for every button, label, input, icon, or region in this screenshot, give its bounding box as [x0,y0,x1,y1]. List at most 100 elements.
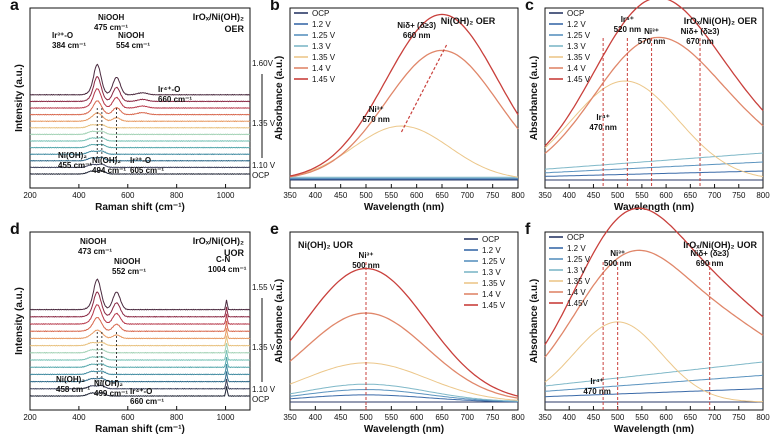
absorbance-spectrum [544,321,764,403]
x-tick-label: 1000 [217,413,235,422]
plot-frame [289,7,519,189]
potential-label: 1.60V [252,59,274,68]
absorbance-spectrum [289,312,519,399]
raman-spectrum [29,386,251,397]
panel-title: IrOₓ/Ni(OH)₂ [193,236,244,246]
x-axis-label: Raman shift (cm⁻¹) [95,202,185,213]
x-tick-label: 650 [435,191,449,200]
annotation: Ir⁴⁺-O [158,85,180,94]
raman-spectrum [29,278,251,311]
legend-entry: 1.3 V [567,266,586,275]
panel-title: UOR [224,248,245,258]
raman-spectrum [29,350,251,361]
legend-entry: 1.25 V [567,31,591,40]
x-tick-label: 400 [563,191,577,200]
x-tick-label: 500 [611,413,625,422]
legend-entry: 1.2 V [567,20,586,29]
annotation: 455 cm⁻¹ [58,161,92,170]
x-tick-label: 450 [587,413,601,422]
legend-entry: 1.45V [567,299,589,308]
annotation: 384 cm⁻¹ [52,41,86,50]
x-tick-label: 600 [659,191,673,200]
panel-title: Ni(OH)₂ OER [441,16,496,26]
panel-f: f 350 400 450 500 550 600 650 700 750 800 Wavelengt… [525,207,770,435]
legend-entry: 1.25 V [482,257,506,266]
x-tick-label: 600 [659,413,673,422]
x-tick-label: 750 [732,191,746,200]
annotation: NiOOH [98,13,124,22]
annotation: Ni(OH)₂ [94,379,123,388]
x-tick-label: 400 [563,413,577,422]
raman-spectrum [29,112,251,123]
x-tick-label: 550 [385,191,399,200]
legend-entry: 1.2 V [482,246,501,255]
annotation: 552 cm⁻¹ [112,267,146,276]
x-tick-label: 800 [756,191,770,200]
annotation: 1004 cm⁻¹ [208,265,247,274]
annotation: NiOOH [118,31,144,40]
x-tick-label: 750 [486,191,500,200]
legend-entry: 1.3 V [567,42,586,51]
raman-spectrum [29,123,251,129]
legend-entry: 1.4 V [482,290,501,299]
annotation: 500 nm [352,261,380,270]
absorbance-spectrum [289,49,519,178]
annotation: 473 cm⁻¹ [78,247,112,256]
x-tick-label: 550 [635,191,649,200]
annotation: Ir⁴⁺-O [130,387,152,396]
legend-entry: OCP [312,9,329,18]
plot-frame [544,7,764,189]
legend-entry: 1.35 V [482,279,506,288]
absorbance-spectrum [289,383,519,402]
potential-label: 1.35 V [252,119,276,128]
annotation: 570 nm [362,115,390,124]
annotation: Ir³⁺-O [52,31,73,40]
x-tick-label: 350 [538,191,552,200]
annotation: 500 nm [604,259,632,268]
raman-spectrum [29,170,251,175]
raman-spectrum [29,317,251,333]
y-axis-label: Absorbance (a.u.) [274,279,285,363]
raman-spectrum [30,156,251,162]
absorbance-spectrum [544,0,764,147]
shift-arrow [400,43,448,133]
x-tick-label: 600 [410,191,424,200]
panel-b: b 350 400 450 500 550 600 650 700 750 800 Wavelengt… [270,0,525,213]
raman-spectrum [29,143,251,149]
x-tick-label: 800 [756,413,770,422]
raman-spectrum [29,328,251,340]
panel-title: OER [224,24,244,34]
annotation: Ni³⁺ [644,27,659,36]
panel-title: IrOₓ/Ni(OH)₂ UOR [683,240,757,250]
x-tick-label: 600 [121,413,135,422]
x-tick-label: 500 [359,191,373,200]
x-tick-label: 350 [283,413,297,422]
x-tick-label: 700 [461,413,475,422]
x-tick-label: 500 [359,413,373,422]
absorbance-spectrum [544,374,764,392]
raman-spectrum [29,357,251,369]
absorbance-spectrum [544,161,764,174]
absorbance-spectrum [544,388,764,398]
potential-label: 1.55 V [252,283,276,292]
annotation: 660 cm⁻¹ [158,95,192,104]
raman-spectrum [30,371,251,383]
x-axis-label: Wavelength (nm) [614,202,694,213]
panel-title: Ni(OH)₂ UOR [298,240,353,250]
annotation: NiOOH [80,237,106,246]
legend-entry: 1.3 V [482,268,501,277]
raman-spectrum [29,63,251,96]
panel-label: d [10,221,20,238]
panel-e: e 350 400 450 500 550 600 650 700 750 800 Wavelengt… [270,221,525,435]
annotation: 458 cm⁻¹ [56,385,90,394]
potential-label: 1.10 V [252,161,276,170]
annotation: Ir⁴⁺ [596,113,610,122]
legend-entry: OCP [567,233,584,242]
x-axis-label: Wavelength (nm) [364,424,444,435]
annotation: 660 nm [403,31,431,40]
panel-c: c 350 400 450 500 550 600 650 700 750 800 Wavelengt… [525,0,770,213]
x-tick-label: 200 [23,191,37,200]
x-tick-label: 800 [511,413,525,422]
annotation: Ir⁵⁺ [621,15,634,24]
